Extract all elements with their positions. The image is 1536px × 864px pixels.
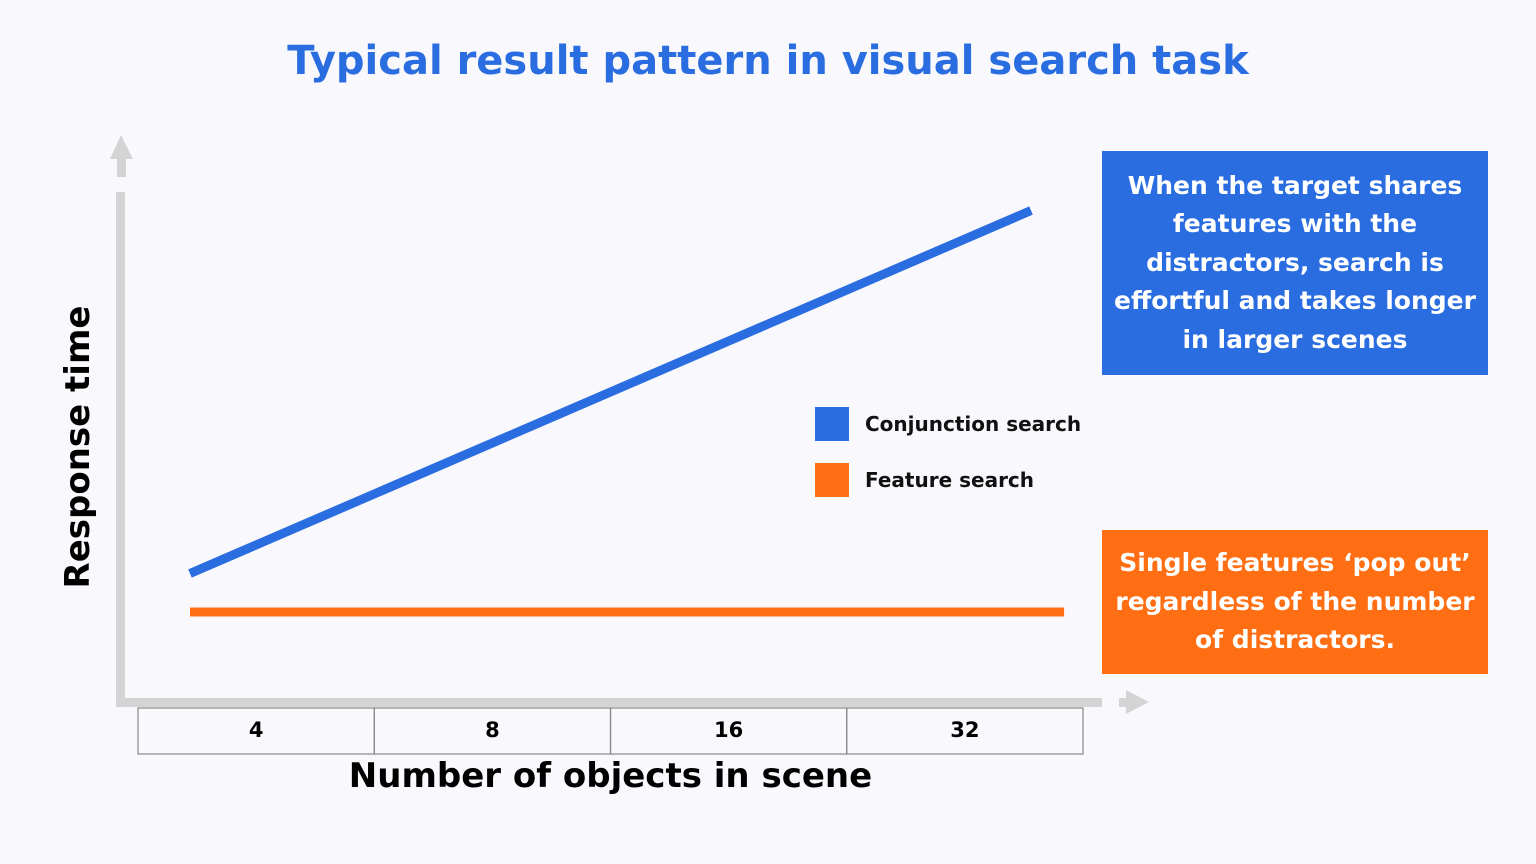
y-axis-arrow-stem [117,159,126,177]
x-tick-label: 4 [249,718,264,742]
legend-item-conjunction: Conjunction search [815,407,1081,441]
x-category-cell [846,707,1084,755]
x-axis [116,690,1149,714]
y-axis [110,135,133,704]
y-axis-line [116,192,125,704]
chart-title: Typical result pattern in visual search … [287,38,1249,84]
legend-label: Conjunction search [865,412,1082,436]
legend-swatch [815,407,849,441]
legend-swatch [815,463,849,497]
x-axis-arrow-stem [1119,698,1127,707]
annotation-text: When the target shares features with the… [1114,170,1476,354]
legend-label: Feature search [865,468,1035,492]
series-line-conjunction [188,206,1033,578]
annotation-text: Single features ‘pop out’ regardless of … [1115,548,1475,655]
x-axis-label: Number of objects in scene [348,756,873,796]
annotation-feature: Single features ‘pop out’ regardless of … [1102,530,1488,674]
x-tick-label: 16 [714,718,743,742]
annotation-conjunction: When the target shares features with the… [1102,151,1488,375]
x-tick-label: 8 [485,718,500,742]
y-axis-arrow-icon [110,135,133,159]
legend-item-feature: Feature search [815,463,1034,497]
y-axis-label: Response time [58,305,98,589]
x-tick-label: 32 [950,718,979,742]
x-axis-arrow-icon [1126,690,1149,714]
x-axis-line [116,698,1102,707]
